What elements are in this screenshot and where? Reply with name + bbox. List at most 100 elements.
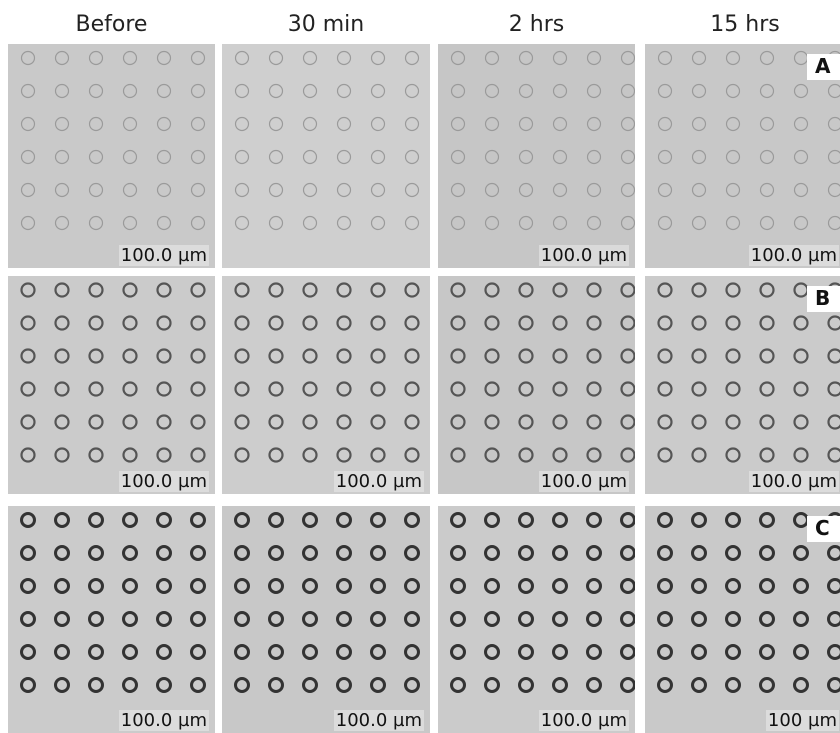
well	[270, 383, 283, 396]
well	[56, 284, 69, 297]
well	[338, 416, 351, 429]
well	[520, 317, 533, 330]
well	[659, 449, 672, 462]
well	[124, 85, 137, 98]
well	[659, 217, 672, 230]
micrograph: 100.0 µm	[8, 44, 215, 268]
well	[90, 52, 103, 65]
well	[693, 217, 706, 230]
well	[304, 449, 317, 462]
well	[158, 184, 171, 197]
column-header: 15 hrs	[645, 12, 840, 37]
well	[270, 580, 283, 593]
well	[304, 547, 317, 560]
well	[588, 679, 601, 692]
well	[372, 383, 385, 396]
scale-label: 100.0 µm	[119, 471, 209, 492]
well	[829, 416, 840, 429]
well	[124, 580, 137, 593]
well	[727, 449, 740, 462]
well	[622, 646, 635, 659]
well	[829, 646, 840, 659]
well	[829, 679, 840, 692]
well	[588, 184, 601, 197]
well	[158, 284, 171, 297]
well	[270, 85, 283, 98]
well	[486, 646, 499, 659]
well	[304, 217, 317, 230]
well	[90, 646, 103, 659]
well	[659, 151, 672, 164]
well	[761, 184, 774, 197]
well	[270, 118, 283, 131]
well	[90, 679, 103, 692]
well	[372, 118, 385, 131]
scale-label: 100.0 µm	[119, 245, 209, 266]
well	[192, 449, 205, 462]
well	[192, 217, 205, 230]
well	[520, 679, 533, 692]
well	[124, 52, 137, 65]
well	[554, 350, 567, 363]
well	[270, 416, 283, 429]
well	[372, 679, 385, 692]
micrograph	[222, 44, 430, 268]
well	[520, 118, 533, 131]
well	[520, 52, 533, 65]
well	[452, 383, 465, 396]
well	[372, 646, 385, 659]
well	[727, 679, 740, 692]
well	[90, 85, 103, 98]
well	[727, 416, 740, 429]
well	[406, 449, 419, 462]
well	[659, 646, 672, 659]
well	[304, 514, 317, 527]
well	[659, 383, 672, 396]
well	[192, 646, 205, 659]
well	[727, 613, 740, 626]
well	[693, 416, 706, 429]
well	[338, 613, 351, 626]
well	[659, 613, 672, 626]
well	[406, 547, 419, 560]
scale-label: 100.0 µm	[539, 471, 629, 492]
well	[622, 184, 635, 197]
well	[693, 449, 706, 462]
well	[761, 613, 774, 626]
well	[761, 646, 774, 659]
well	[124, 284, 137, 297]
well	[56, 151, 69, 164]
well	[554, 151, 567, 164]
well	[192, 317, 205, 330]
well	[727, 580, 740, 593]
well	[158, 350, 171, 363]
well	[22, 284, 35, 297]
well	[192, 416, 205, 429]
row-label: A	[807, 54, 840, 80]
well	[761, 118, 774, 131]
well	[452, 85, 465, 98]
well	[304, 679, 317, 692]
well	[520, 350, 533, 363]
well	[452, 317, 465, 330]
well	[554, 284, 567, 297]
well	[56, 85, 69, 98]
well-array	[438, 276, 635, 494]
well	[22, 679, 35, 692]
well	[90, 118, 103, 131]
well	[761, 580, 774, 593]
well	[304, 613, 317, 626]
well	[192, 350, 205, 363]
well	[338, 52, 351, 65]
well	[486, 449, 499, 462]
well	[761, 383, 774, 396]
well	[192, 383, 205, 396]
well	[659, 350, 672, 363]
well	[452, 646, 465, 659]
well	[270, 646, 283, 659]
well	[372, 52, 385, 65]
well	[486, 284, 499, 297]
micrograph: 100.0 µm	[222, 506, 430, 733]
well	[304, 52, 317, 65]
well	[486, 383, 499, 396]
